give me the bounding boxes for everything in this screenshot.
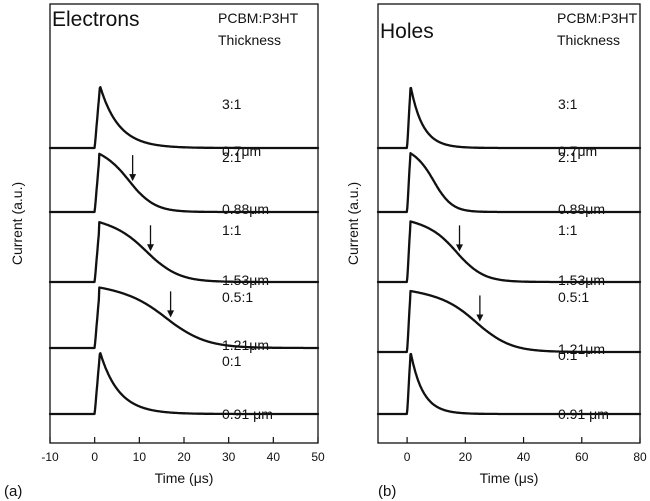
y-axis-label: Current (a.u.) (345, 182, 361, 265)
ratio-label: 0:1 (558, 347, 578, 363)
thickness-label: 0.88μm (558, 201, 605, 217)
transient-trace (48, 152, 320, 214)
panel-letter: (a) (4, 483, 22, 500)
plot-frame (49, 3, 319, 444)
transient-trace (48, 286, 320, 350)
header-line: Thickness (218, 32, 281, 48)
ratio-label: 0.5:1 (222, 289, 253, 305)
ratio-label: 3:1 (558, 96, 578, 112)
transit-arrow-head (129, 174, 137, 182)
transient-trace (376, 152, 642, 214)
header-line: Thickness (557, 32, 620, 48)
x-tick-label: 50 (311, 450, 325, 464)
plot-frame (377, 3, 641, 444)
x-tick-label: 40 (517, 450, 531, 464)
transient-trace (376, 352, 642, 416)
x-tick-label: -10 (41, 450, 59, 464)
x-tick-label: 60 (575, 450, 589, 464)
transit-arrow-head (476, 314, 484, 322)
panel-a: -10 0 10 20 30 40 50 Time (μs) Current (a.u.) Ele… (4, 3, 325, 500)
transit-arrow-head (167, 310, 175, 318)
transient-trace (48, 221, 320, 284)
thickness-label: 0.91 μm (558, 406, 609, 422)
ratio-label: 3:1 (222, 96, 242, 112)
x-tick-label: 20 (459, 450, 473, 464)
x-tick-label: 20 (177, 450, 191, 464)
ratio-label: 0.5:1 (558, 289, 589, 305)
thickness-label: 1.53μm (558, 272, 605, 288)
y-axis-label: Current (a.u.) (9, 182, 25, 265)
x-tick-label: 40 (267, 450, 281, 464)
thickness-label: 1.21μm (222, 337, 269, 353)
thickness-label: 1.53μm (222, 272, 269, 288)
transient-trace (376, 86, 642, 150)
thickness-label: 0.7μm (222, 143, 261, 159)
header-line: PCBM:P3HT (557, 10, 638, 26)
ratio-label: 2:1 (222, 149, 242, 165)
transit-arrow-head (147, 244, 154, 252)
x-axis-label: Time (μs) (155, 470, 214, 486)
transient-trace (48, 352, 320, 416)
x-tick-label: 80 (633, 450, 647, 464)
thickness-label: 0.7μm (558, 143, 597, 159)
x-tick-label: 10 (133, 450, 147, 464)
thickness-label: 1.21μm (558, 341, 605, 357)
ratio-label: 1:1 (222, 222, 242, 238)
transient-trace (376, 289, 642, 354)
ratio-label: 1:1 (558, 222, 578, 238)
panel-title: Electrons (52, 8, 140, 31)
ratio-label: 0:1 (222, 353, 242, 369)
panel-b: 0 20 40 60 80 Time (μs) Current (a.u.) Holes PCB… (345, 3, 647, 500)
thickness-label: 0.91 μm (222, 406, 273, 422)
panel-title: Holes (380, 20, 434, 43)
x-axis-label: Time (μs) (480, 470, 539, 486)
ratio-label: 2:1 (558, 149, 578, 165)
transit-arrow-head (456, 244, 464, 252)
thickness-label: 0.88μm (222, 201, 269, 217)
x-tick-label: 0 (91, 450, 98, 464)
x-tick-label: 0 (404, 450, 411, 464)
x-tick-label: 30 (222, 450, 236, 464)
transient-trace (376, 220, 642, 284)
transient-trace (48, 86, 320, 150)
header-line: PCBM:P3HT (218, 10, 299, 26)
panel-letter: (b) (378, 483, 396, 500)
